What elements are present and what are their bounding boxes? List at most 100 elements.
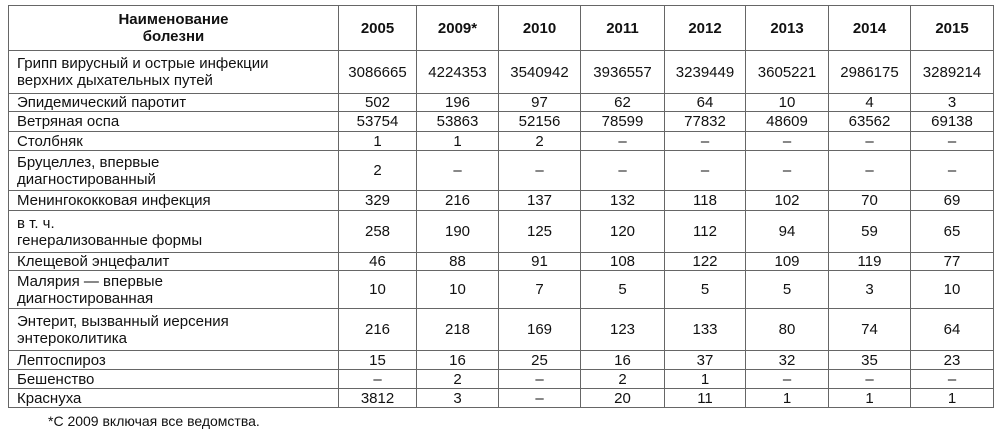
- case-count: 4: [828, 93, 911, 112]
- case-count: 1: [664, 369, 746, 389]
- disease-name: в т. ч. генерализованные формы: [8, 210, 339, 253]
- case-count: 10: [338, 270, 417, 309]
- table-row: Клещевой энцефалит 46 88 91 108 122 109 119 77: [8, 252, 994, 271]
- case-count: 3239449: [664, 50, 746, 94]
- case-count: 119: [828, 252, 911, 271]
- case-count: 502: [338, 93, 417, 112]
- case-count: 65: [910, 210, 994, 253]
- case-count: 258: [338, 210, 417, 253]
- case-count: 3540942: [498, 50, 581, 94]
- case-count: 48609: [745, 111, 829, 132]
- case-count: 118: [664, 190, 746, 211]
- header-year: 2011: [580, 5, 665, 51]
- table-row: Грипп вирусный и острые инфекции верхних…: [8, 50, 994, 94]
- case-count: 122: [664, 252, 746, 271]
- case-count: 216: [416, 190, 499, 211]
- case-count: 15: [338, 350, 417, 370]
- case-count: 69: [910, 190, 994, 211]
- case-count: 1: [416, 131, 499, 151]
- table-row: Энтерит, вызванный иерсения энтероколити…: [8, 308, 994, 351]
- case-count: 3812: [338, 388, 417, 408]
- case-count: 3289214: [910, 50, 994, 94]
- case-count: 108: [580, 252, 665, 271]
- case-count: 69138: [910, 111, 994, 132]
- case-count: 10: [416, 270, 499, 309]
- disease-name: Краснуха: [8, 388, 339, 408]
- disease-name: Столбняк: [8, 131, 339, 151]
- case-count: –: [910, 369, 994, 389]
- case-count: 5: [580, 270, 665, 309]
- case-count: 112: [664, 210, 746, 253]
- case-count: 2: [580, 369, 665, 389]
- header-name: Наименование болезни: [8, 5, 339, 51]
- case-count: 37: [664, 350, 746, 370]
- case-count: 77: [910, 252, 994, 271]
- disease-name: Клещевой энцефалит: [8, 252, 339, 271]
- table-row: Менингококковая инфекция 329 216 137 132 118 1…: [8, 190, 994, 211]
- table-body: Грипп вирусный и острые инфекции верхних…: [8, 50, 994, 408]
- case-count: 1: [910, 388, 994, 408]
- case-count: –: [910, 131, 994, 151]
- case-count: 10: [910, 270, 994, 309]
- case-count: 125: [498, 210, 581, 253]
- case-count: –: [498, 369, 581, 389]
- case-count: 3605221: [745, 50, 829, 94]
- case-count: 35: [828, 350, 911, 370]
- case-count: –: [828, 131, 911, 151]
- case-count: 133: [664, 308, 746, 351]
- case-count: 2: [416, 369, 499, 389]
- case-count: 23: [910, 350, 994, 370]
- table-row: Ветряная оспа 53754 53863 52156 78599 77832 48…: [8, 111, 994, 132]
- case-count: –: [828, 369, 911, 389]
- case-count: 2986175: [828, 50, 911, 94]
- disease-name: Бешенство: [8, 369, 339, 389]
- case-count: 63562: [828, 111, 911, 132]
- case-count: 5: [664, 270, 746, 309]
- case-count: 1: [745, 388, 829, 408]
- case-count: 218: [416, 308, 499, 351]
- header-year: 2014: [828, 5, 911, 51]
- case-count: 70: [828, 190, 911, 211]
- case-count: 3: [828, 270, 911, 309]
- case-count: –: [580, 131, 665, 151]
- case-count: 74: [828, 308, 911, 351]
- case-count: 62: [580, 93, 665, 112]
- case-count: 64: [910, 308, 994, 351]
- case-count: 53754: [338, 111, 417, 132]
- header-year: 2010: [498, 5, 581, 51]
- case-count: 329: [338, 190, 417, 211]
- table-row: Краснуха 3812 3–20 11 1 1 1: [8, 388, 994, 408]
- case-count: 196: [416, 93, 499, 112]
- case-count: 46: [338, 252, 417, 271]
- case-count: –: [664, 131, 746, 151]
- table-row: Лептоспироз 15 16 25 16 37 32 35 23: [8, 350, 994, 370]
- case-count: 52156: [498, 111, 581, 132]
- case-count: 16: [416, 350, 499, 370]
- header-year: 2009*: [416, 5, 499, 51]
- case-count: 80: [745, 308, 829, 351]
- case-count: –: [828, 150, 911, 191]
- disease-table: Наименование болезни 2005 2009* 2010 2011 201…: [8, 5, 994, 408]
- case-count: 1: [828, 388, 911, 408]
- case-count: 4224353: [416, 50, 499, 94]
- case-count: –: [498, 150, 581, 191]
- case-count: 64: [664, 93, 746, 112]
- case-count: 78599: [580, 111, 665, 132]
- table-row: в т. ч. генерализованные формы 258 190 125 1…: [8, 210, 994, 253]
- case-count: 77832: [664, 111, 746, 132]
- case-count: 1: [338, 131, 417, 151]
- case-count: 3936557: [580, 50, 665, 94]
- table-row: Эпидемический паротит 502 196 97 62 64 10 4 3: [8, 93, 994, 112]
- case-count: 88: [416, 252, 499, 271]
- case-count: 20: [580, 388, 665, 408]
- case-count: 123: [580, 308, 665, 351]
- case-count: –: [664, 150, 746, 191]
- case-count: –: [338, 369, 417, 389]
- case-count: 3086665: [338, 50, 417, 94]
- disease-name: Малярия — впервые диагностированная: [8, 270, 339, 309]
- case-count: –: [745, 131, 829, 151]
- case-count: –: [910, 150, 994, 191]
- case-count: 137: [498, 190, 581, 211]
- case-count: 97: [498, 93, 581, 112]
- disease-name: Грипп вирусный и острые инфекции верхних…: [8, 50, 339, 94]
